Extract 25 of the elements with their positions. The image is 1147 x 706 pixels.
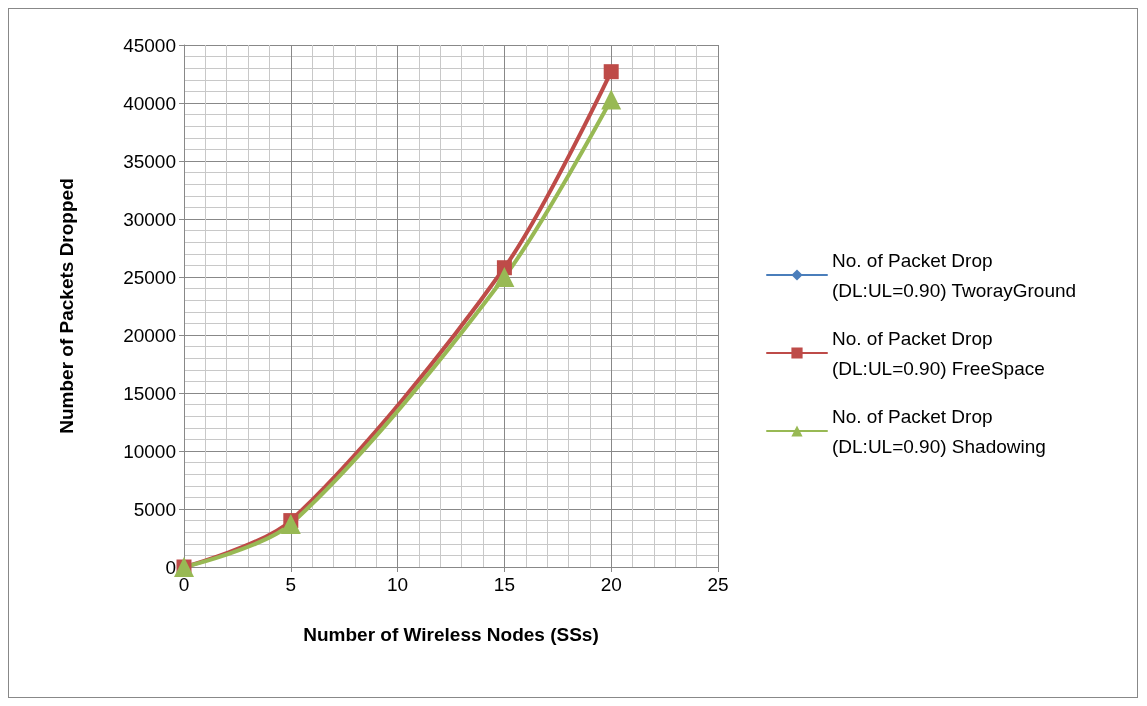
x-tick-label: 20 [600,574,622,595]
point [494,267,515,287]
x-tick-label: 15 [493,574,515,595]
point [280,514,301,535]
y-tick-label: 15000 [123,382,176,404]
legend-label: No. of Packet Drop (DL:UL=0.90) Shadowing [832,405,1046,457]
y-axis-title: Number of Packets Dropped [56,178,77,434]
legend-label: No. of Packet Drop (DL:UL=0.90) FreeSpace [832,327,1045,379]
y-tick-label: 45000 [123,34,176,56]
x-tick-label: 0 [178,574,190,595]
y-tick-label: 25000 [123,266,176,288]
x-tick-label: 5 [285,574,297,595]
point [603,64,619,80]
y-tick-label: 0 [165,556,176,578]
y-tick-label: 5000 [133,498,176,520]
x-tick-label: 25 [707,574,729,595]
point [601,89,622,110]
x-axis-title: Number of Wireless Nodes (SSs) [303,624,599,645]
legend-label: No. of Packet Drop (DL:UL=0.90) TworayGround [832,249,1077,301]
y-tick-label: 20000 [123,324,176,346]
y-tick-label: 30000 [123,208,176,230]
y-tick-label: 40000 [123,92,176,114]
y-tick-label: 10000 [123,440,176,462]
y-tick-label: 35000 [123,150,176,172]
x-tick-label: 10 [387,574,409,595]
